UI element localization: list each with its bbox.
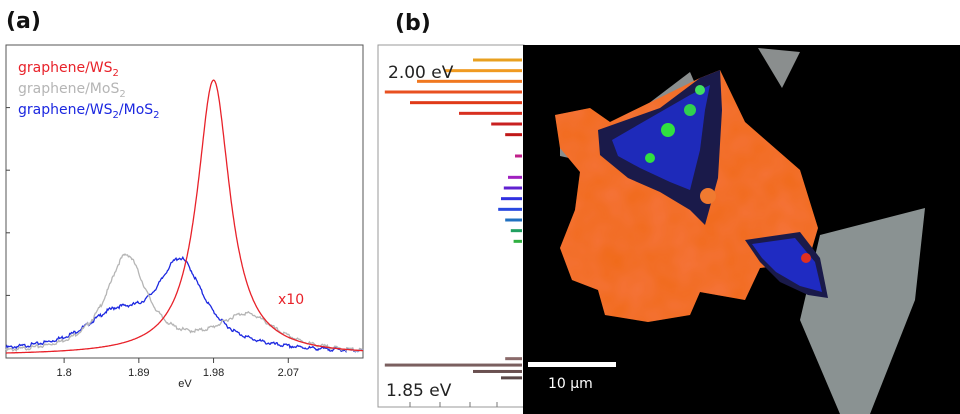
histogram-bar: [445, 69, 522, 73]
overlap-fill-right: [752, 238, 822, 292]
x-tick-label: 1.8: [56, 367, 71, 379]
legend-entry: graphene/MoS2: [18, 81, 126, 100]
x-axis-label: eV: [178, 378, 192, 390]
histogram-bar: [498, 207, 522, 211]
histogram-bar: [510, 229, 522, 233]
x-tick-label: 1.98: [203, 367, 224, 379]
scale-bar-label: 10 µm: [548, 376, 593, 392]
x-ticks: 1.8 1.89 1.98 2.07: [56, 358, 299, 379]
green-spot: [695, 85, 705, 95]
plot-frame: [5, 44, 364, 359]
histogram-bar: [505, 133, 522, 137]
histogram-bar: [513, 239, 522, 243]
histogram-ticks: [409, 402, 498, 407]
histogram-bar: [410, 101, 522, 105]
legend: graphene/WS2 graphene/MoS2 graphene/WS2/Mo…: [18, 60, 160, 121]
orange-spot: [700, 188, 716, 204]
histogram-bar: [503, 186, 522, 190]
x-tick-label: 2.07: [278, 367, 299, 379]
series-line: [6, 79, 364, 354]
green-spot: [645, 153, 655, 163]
energy-histogram: 2.00 eV 1.85 eV: [377, 44, 525, 408]
red-spot: [801, 253, 811, 263]
scale-bar: [528, 362, 616, 367]
histogram-bar: [417, 79, 522, 83]
series-lines: [5, 79, 364, 354]
legend-entry: graphene/WS2: [18, 60, 119, 79]
histogram-bar: [501, 376, 522, 380]
y-ticks: [6, 107, 10, 296]
histogram-bar: [515, 154, 522, 158]
x-tick-label: 1.89: [128, 367, 149, 379]
histogram-top-label: 2.00 eV: [388, 63, 454, 83]
scale-annotation: x10: [278, 292, 304, 308]
histogram-bar: [384, 363, 522, 367]
panel-b-label: (b): [395, 11, 431, 36]
bare-flake-right: [800, 208, 925, 414]
histogram-bar: [473, 58, 522, 62]
histogram-frame: [377, 44, 525, 408]
energy-map: 10 µm: [523, 45, 960, 414]
histogram-bars: [384, 58, 522, 380]
series-line: [5, 255, 364, 353]
histogram-bar: [491, 122, 522, 126]
histogram-bar: [501, 197, 522, 201]
spectra-chart: 1.8 1.89 1.98 2.07 eV graphene/WS2graphene/…: [5, 44, 364, 390]
histogram-bar: [505, 218, 522, 222]
green-spot: [661, 123, 675, 137]
histogram-bar: [508, 175, 522, 179]
panel-a-label: (a): [6, 9, 41, 34]
histogram-bottom-label: 1.85 eV: [386, 381, 452, 401]
histogram-bar: [459, 111, 522, 115]
histogram-bar: [384, 90, 522, 94]
bare-flake-top: [758, 48, 800, 88]
legend-entry: graphene/WS2/MoS2: [18, 102, 160, 121]
green-spot: [684, 104, 696, 116]
histogram-bar: [473, 369, 522, 373]
histogram-bar: [505, 357, 522, 361]
